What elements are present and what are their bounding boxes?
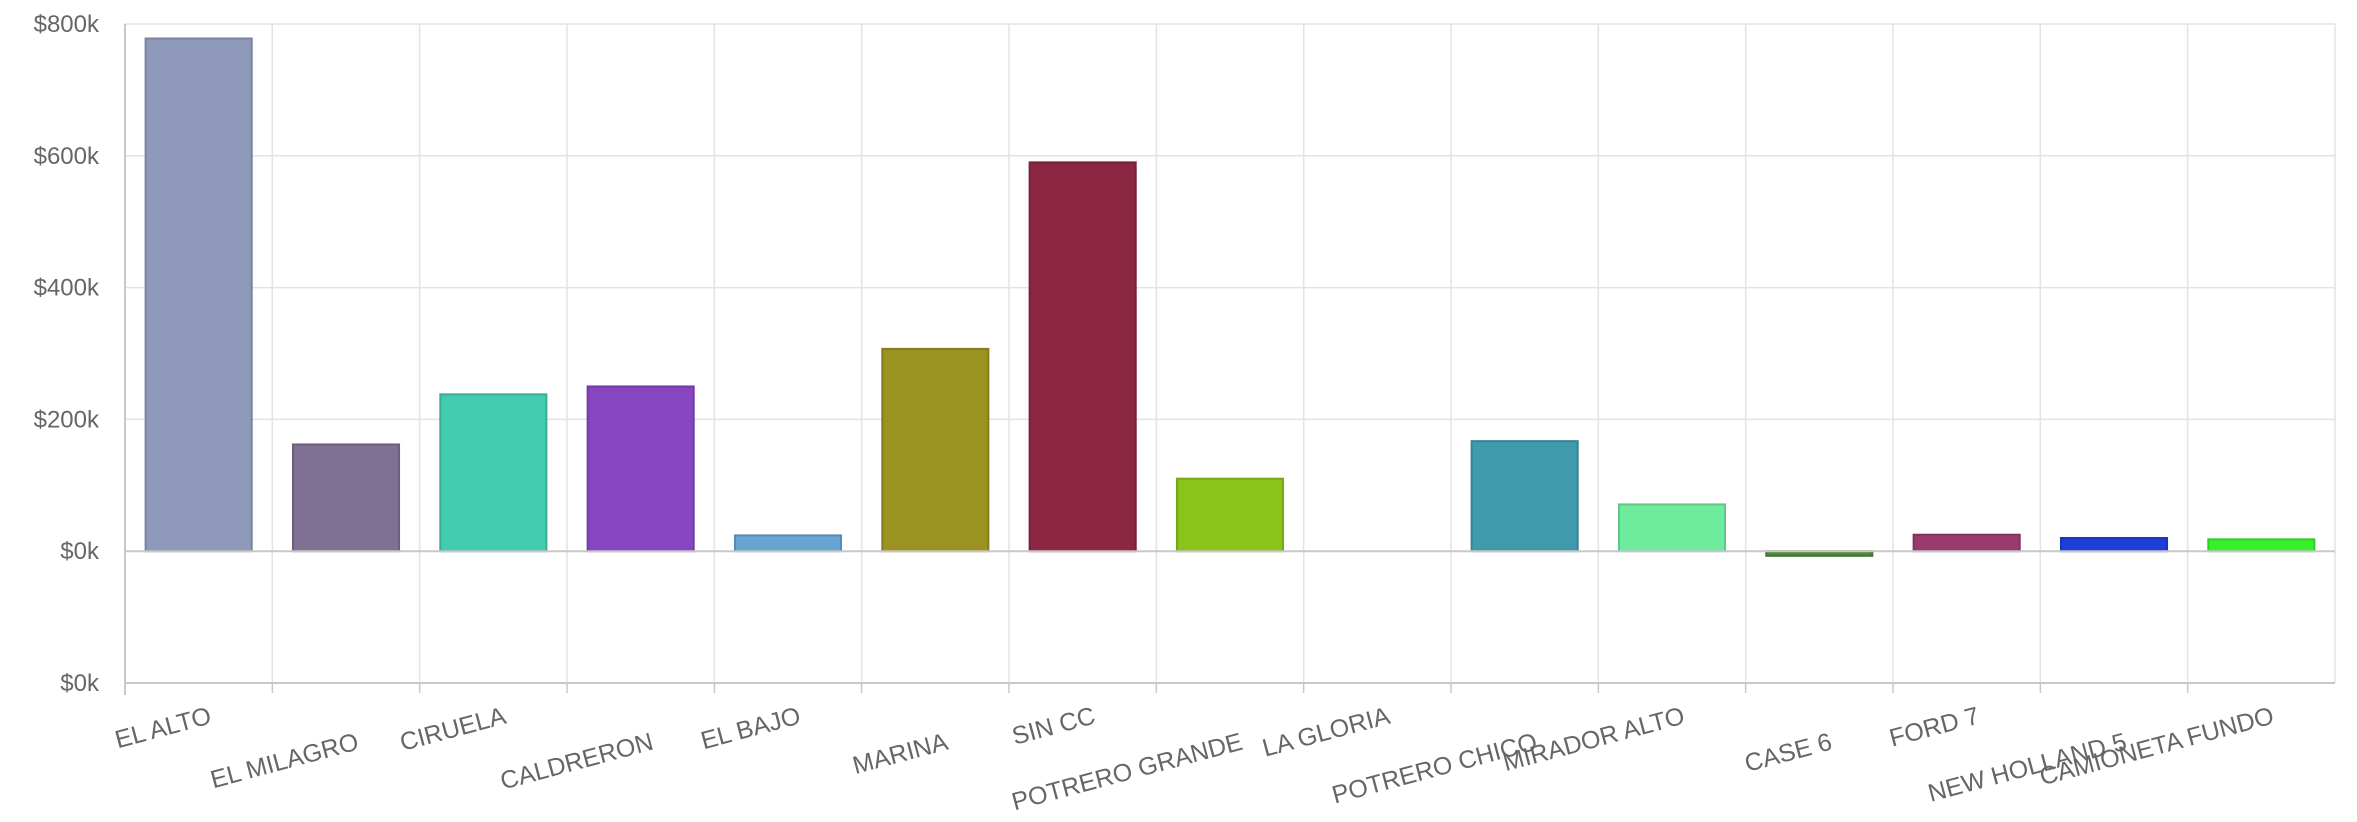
bar[interactable] bbox=[439, 393, 548, 553]
bar[interactable] bbox=[1028, 161, 1137, 553]
y-tick-label: $800k bbox=[34, 11, 100, 38]
bar[interactable] bbox=[733, 534, 843, 553]
y-tick-label: $0k bbox=[60, 670, 100, 697]
y-tick-labels: $800k $600k $400k $200k $0k $0k bbox=[34, 11, 100, 697]
y-tick-label: $400k bbox=[34, 275, 100, 302]
bar[interactable] bbox=[2059, 537, 2169, 553]
x-tick-label: EL ALTO bbox=[112, 702, 214, 754]
x-tick-label: EL MILAGRO bbox=[208, 728, 362, 794]
bar[interactable] bbox=[1470, 440, 1579, 553]
y-tick-label: $600k bbox=[34, 143, 100, 170]
x-tick-label: EL BAJO bbox=[698, 702, 804, 755]
x-tick-label: CASE 6 bbox=[1742, 728, 1835, 778]
bar[interactable] bbox=[1175, 477, 1285, 553]
grid-layer bbox=[125, 23, 2336, 684]
bar[interactable] bbox=[586, 385, 695, 553]
y-tick-label: $200k bbox=[34, 406, 100, 433]
x-tick-label: SIN CC bbox=[1009, 702, 1098, 751]
bar[interactable] bbox=[144, 37, 253, 553]
x-tick-label: FORD 7 bbox=[1886, 702, 1982, 753]
x-tick-label: MARINA bbox=[850, 728, 951, 780]
axis-layer bbox=[124, 24, 2335, 695]
bar[interactable] bbox=[1912, 533, 2021, 553]
x-tick-label: CIRUELA bbox=[397, 702, 509, 757]
bar[interactable] bbox=[291, 443, 401, 553]
bar[interactable] bbox=[1617, 503, 1727, 553]
y-tick-label: $0k bbox=[60, 538, 100, 565]
bar-layer bbox=[144, 37, 2316, 557]
x-tick-label: CALDRERON bbox=[497, 728, 656, 796]
bar[interactable] bbox=[2207, 538, 2316, 553]
x-tick-label: LA GLORIA bbox=[1259, 702, 1393, 763]
bar[interactable] bbox=[881, 347, 990, 553]
